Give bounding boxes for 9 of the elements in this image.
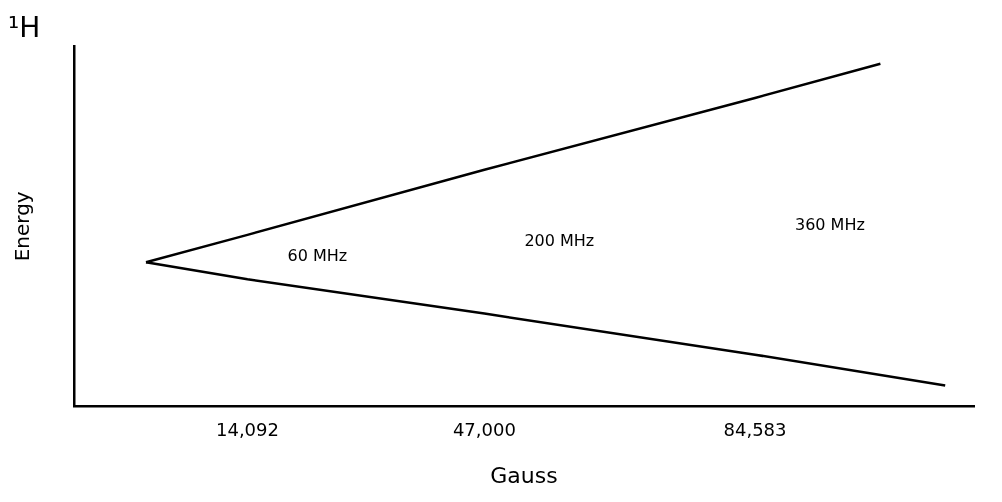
x-axis-title: Gauss <box>490 462 558 488</box>
annotation: 360 MHz <box>795 215 865 235</box>
x-tick-label: 14,092 <box>215 419 279 441</box>
x-tick-label: 84,583 <box>723 419 787 441</box>
chart-title: ¹H <box>8 11 41 45</box>
y-axis-title: Energy <box>10 191 35 262</box>
annotation: 200 MHz <box>524 230 595 250</box>
annotation: 60 MHz <box>287 246 348 266</box>
x-tick-label: 47,000 <box>452 419 516 441</box>
